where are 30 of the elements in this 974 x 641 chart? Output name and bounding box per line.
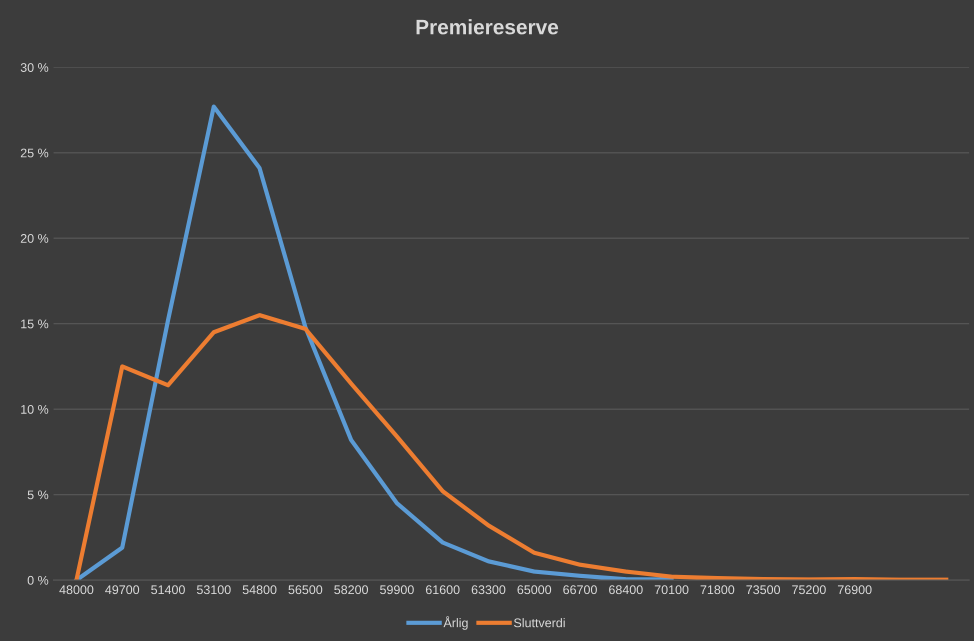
x-tick-label: 54800 bbox=[242, 585, 276, 594]
y-tick-label: 15 % bbox=[21, 320, 48, 328]
x-tick-label: 75200 bbox=[792, 585, 826, 594]
legend-label: Årlig bbox=[443, 616, 468, 630]
y-tick-label: 10 % bbox=[21, 404, 48, 414]
x-tick-label: 59900 bbox=[380, 585, 414, 594]
x-tick-label: 48000 bbox=[59, 585, 94, 594]
x-tick-label: 53100 bbox=[196, 585, 231, 594]
x-tick-label: 61600 bbox=[426, 585, 460, 594]
x-tick-label: 56500 bbox=[288, 585, 322, 594]
x-tick-label: 58200 bbox=[334, 585, 368, 594]
x-tick-label: 49700 bbox=[105, 585, 140, 594]
chart-title: Premiereserve bbox=[416, 19, 558, 34]
x-tick-label: 63300 bbox=[472, 585, 506, 594]
y-tick-label: 0 % bbox=[28, 576, 48, 585]
y-tick-label: 25 % bbox=[20, 148, 48, 158]
line-series bbox=[74, 313, 948, 580]
x-tick-label: 51400 bbox=[151, 585, 185, 594]
x-tick-label: 73500 bbox=[746, 585, 780, 594]
x-tick-label: 76900 bbox=[838, 585, 872, 594]
y-tick-label: 20 % bbox=[20, 234, 48, 243]
x-tick-label: 65000 bbox=[517, 585, 552, 594]
x-tick-label: 66700 bbox=[563, 585, 597, 594]
x-tick-label: 71800 bbox=[700, 585, 734, 594]
y-tick-label: 30 % bbox=[20, 63, 48, 72]
x-tick-label: 70100 bbox=[654, 585, 688, 594]
x-tick-label: 68400 bbox=[609, 585, 643, 594]
line-series bbox=[74, 104, 674, 580]
legend-label: Sluttverdi bbox=[514, 618, 565, 628]
y-tick-label: 5 % bbox=[28, 490, 48, 500]
